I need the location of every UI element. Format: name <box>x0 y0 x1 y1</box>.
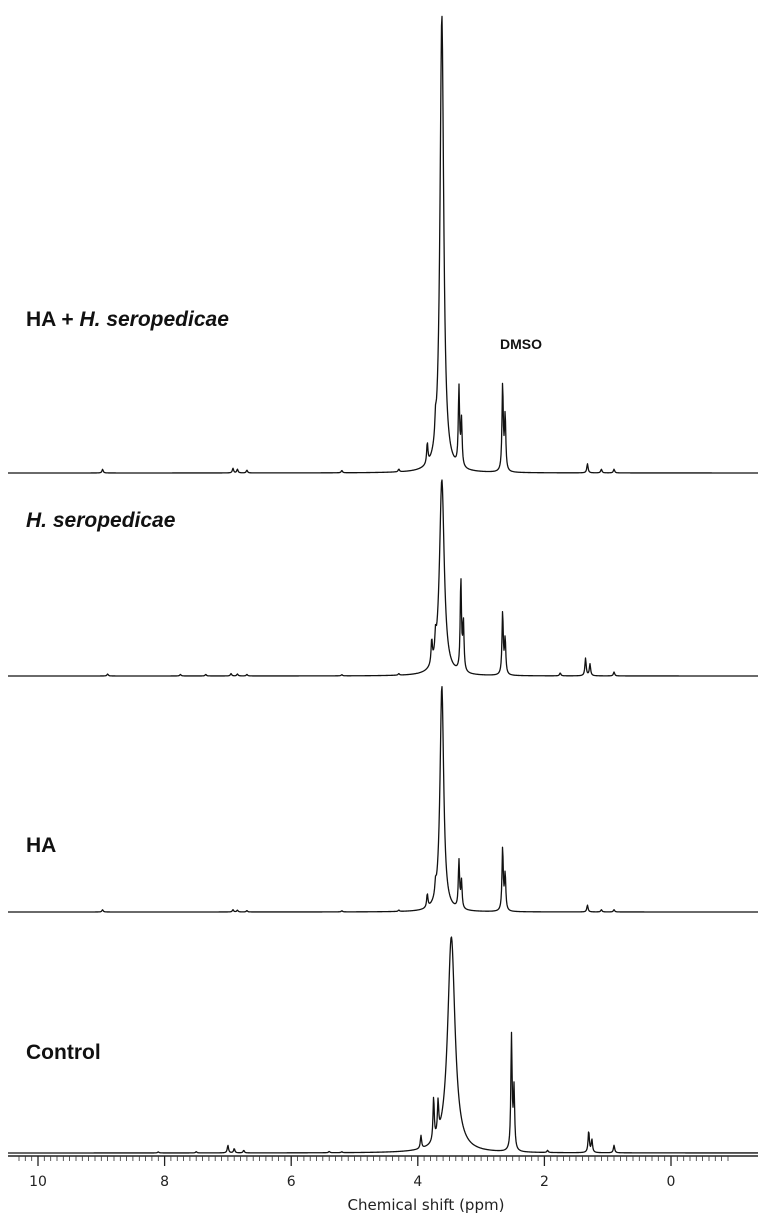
tick-label: 6 <box>287 1174 296 1190</box>
x-axis-minor-ticks <box>18 1156 729 1161</box>
x-axis-major-ticks: 10 8 6 4 2 0 <box>29 1156 675 1190</box>
spectrum-line-3 <box>7 936 758 1154</box>
series-label-ha: HA <box>26 834 56 858</box>
series-label-ha-hs-italic: H. seropedicae <box>79 308 229 331</box>
series-label-hs: H. seropedicae <box>26 509 175 533</box>
tick-label: 0 <box>667 1174 676 1190</box>
series-label-ha-main: HA <box>26 834 57 857</box>
spectrum-line-1 <box>7 479 758 677</box>
spectrum-line-2 <box>7 685 758 913</box>
tick-label: 4 <box>413 1174 422 1190</box>
series-label-control: Control <box>26 1041 101 1065</box>
dmso-annotation: DMSO <box>500 336 542 352</box>
x-axis: 10 8 6 4 2 0 <box>8 1155 758 1190</box>
tick-label: 8 <box>160 1174 169 1190</box>
tick-label: 10 <box>29 1174 47 1190</box>
spectra-group <box>7 15 758 1154</box>
series-label-hs-italic: H. seropedicae <box>26 509 176 532</box>
spectrum-line-0 <box>7 15 758 474</box>
series-label-control-main: Control <box>26 1041 101 1064</box>
series-label-ha-hs-main: HA + <box>26 308 80 331</box>
series-label-ha-hs: HA + H. seropedicae <box>26 308 229 332</box>
x-axis-label: Chemical shift (ppm) <box>348 1196 505 1214</box>
tick-label: 2 <box>540 1174 549 1190</box>
